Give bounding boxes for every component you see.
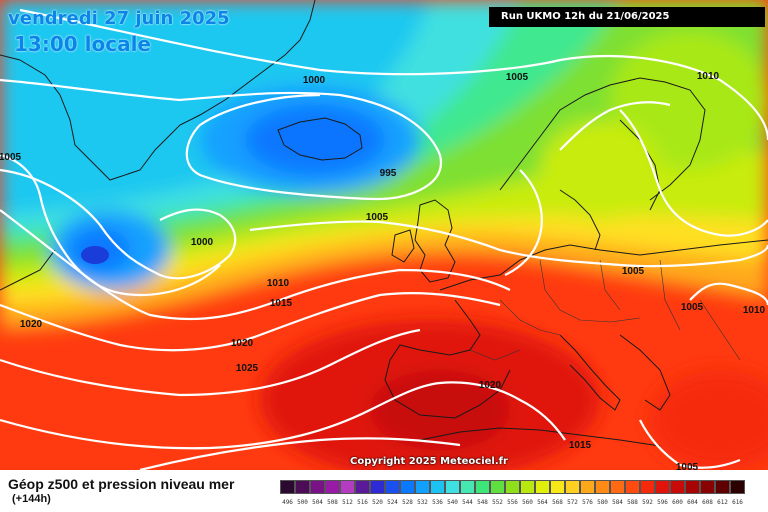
- scale-swatch: [460, 480, 475, 494]
- isobar-label: 1020: [231, 338, 254, 349]
- isobar-label: 995: [380, 168, 397, 179]
- scale-value: 516: [357, 499, 368, 506]
- scale-value: 584: [612, 499, 623, 506]
- scale-swatch: [445, 480, 460, 494]
- scale-swatch: [700, 480, 715, 494]
- scale-swatch: [430, 480, 445, 494]
- forecast-date: vendredi 27 juin 2025: [8, 8, 230, 29]
- scale-value: 524: [387, 499, 398, 506]
- scale-swatch: [475, 480, 490, 494]
- scale-value: 528: [402, 499, 413, 506]
- isobar-label: 1025: [236, 363, 259, 374]
- scale-swatch: [685, 480, 700, 494]
- scale-swatch: [310, 480, 325, 494]
- scale-swatch: [280, 480, 295, 494]
- weather-map: 1000 1005 1010 1005 995 1005 1000 1005 1010 1015 1…: [0, 0, 768, 470]
- legend-subtitle: (+144h): [12, 493, 51, 505]
- scale-value: 540: [447, 499, 458, 506]
- scale-value: 588: [627, 499, 638, 506]
- scale-swatch: [295, 480, 310, 494]
- scale-value: 552: [492, 499, 503, 506]
- scale-value: 520: [372, 499, 383, 506]
- scale-value: 512: [342, 499, 353, 506]
- scale-value: 580: [597, 499, 608, 506]
- copyright: Copyright 2025 Meteociel.fr: [350, 456, 508, 467]
- scale-swatch: [340, 480, 355, 494]
- scale-value: 544: [462, 499, 473, 506]
- scale-value: 556: [507, 499, 518, 506]
- run-info: Run UKMO 12h du 21/06/2025: [489, 7, 765, 27]
- isobar-labels: 1000 1005 1010 1005 995 1005 1000 1005 1010 1015 1…: [0, 71, 766, 470]
- scale-swatch: [655, 480, 670, 494]
- isobar-label: 1010: [697, 71, 720, 82]
- scale-value: 604: [687, 499, 698, 506]
- scale-swatch: [355, 480, 370, 494]
- scale-swatch: [385, 480, 400, 494]
- borders: [469, 259, 741, 361]
- scale-value: 592: [642, 499, 653, 506]
- scale-swatch: [415, 480, 430, 494]
- scale-value: 560: [522, 499, 533, 506]
- scale-value: 616: [732, 499, 743, 506]
- scale-value: 496: [282, 499, 293, 506]
- scale-value: 600: [672, 499, 683, 506]
- scale-value: 608: [702, 499, 713, 506]
- scale-swatch: [325, 480, 340, 494]
- scale-swatch: [640, 480, 655, 494]
- map-canvas: 1000 1005 1010 1005 995 1005 1000 1005 1010 1015 1…: [0, 0, 768, 470]
- isobar-label: 1020: [479, 380, 502, 391]
- scale-swatch: [520, 480, 535, 494]
- forecast-time: 13:00 locale: [14, 32, 151, 56]
- scale-value: 576: [582, 499, 593, 506]
- isobar-label: 1005: [366, 212, 389, 223]
- scale-swatch: [715, 480, 730, 494]
- scale-swatch: [490, 480, 505, 494]
- isobar-label: 1005: [0, 152, 22, 163]
- scale-swatch: [400, 480, 415, 494]
- legend-title: Géop z500 et pression niveau mer: [8, 476, 235, 492]
- isobar-label: 1020: [20, 319, 43, 330]
- scale-value: 500: [297, 499, 308, 506]
- color-scale-labels: 496 500 504 508 512 516 520 524 528 532 536 540 544 5…: [280, 499, 745, 506]
- isobars: [0, 8, 768, 470]
- isobar-label: 1005: [622, 266, 645, 277]
- isobar-label: 1005: [681, 302, 704, 313]
- isobar-label: 1015: [569, 440, 592, 451]
- coastlines: [0, 0, 768, 447]
- scale-swatch: [595, 480, 610, 494]
- scale-value: 508: [327, 499, 338, 506]
- scale-value: 572: [567, 499, 578, 506]
- scale-swatch: [550, 480, 565, 494]
- isobar-label: 1000: [191, 237, 214, 248]
- scale-swatch: [625, 480, 640, 494]
- scale-swatch: [670, 480, 685, 494]
- isobar-label: 1010: [743, 305, 766, 316]
- isobar-label: 1000: [303, 75, 326, 86]
- isobar-label: 1010: [267, 278, 290, 289]
- scale-swatch: [580, 480, 595, 494]
- scale-value: 564: [537, 499, 548, 506]
- isobar-label: 1015: [270, 298, 293, 309]
- isobar-label: 1005: [506, 72, 529, 83]
- geopotential-field: [0, 0, 768, 470]
- scale-value: 536: [432, 499, 443, 506]
- scale-value: 532: [417, 499, 428, 506]
- isobar-label: 1005: [676, 462, 699, 470]
- scale-value: 548: [477, 499, 488, 506]
- scale-swatch: [610, 480, 625, 494]
- scale-swatch: [730, 480, 745, 494]
- scale-swatch: [505, 480, 520, 494]
- scale-swatch: [565, 480, 580, 494]
- scale-value: 504: [312, 499, 323, 506]
- scale-swatch: [370, 480, 385, 494]
- color-scale: [280, 480, 745, 494]
- scale-value: 568: [552, 499, 563, 506]
- scale-value: 612: [717, 499, 728, 506]
- scale-swatch: [535, 480, 550, 494]
- scale-value: 596: [657, 499, 668, 506]
